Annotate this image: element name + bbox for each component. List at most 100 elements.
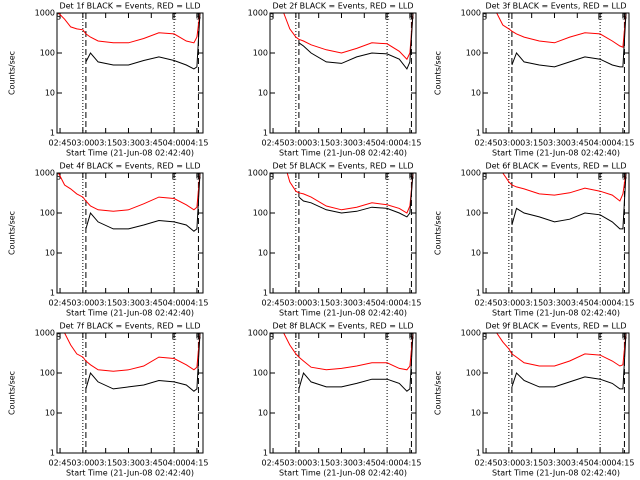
x-tick-label: 03:30 (543, 139, 566, 148)
y-tick-label: 10 (258, 409, 268, 418)
x-axis-label: Start Time (21-Jun-08 02:42:40) (279, 309, 407, 318)
chart-title: Det 4f BLACK = Events, RED = LLD (59, 162, 200, 171)
x-tick-label: 03:00 (497, 459, 520, 468)
y-tick-label: 1000 (248, 9, 268, 18)
x-tick-label: 03:45 (566, 139, 589, 148)
chart-title: Det 3f BLACK = Events, RED = LLD (485, 2, 626, 11)
series-line (85, 13, 201, 70)
series-line (484, 13, 627, 48)
y-tick-label: 1000 (35, 169, 55, 178)
x-tick-label: 03:15 (307, 459, 330, 468)
y-tick-label: 1 (476, 129, 481, 138)
y-tick-label: 100 (466, 49, 481, 58)
x-tick-label: 02:45 (262, 139, 285, 148)
annotation: S (56, 333, 61, 342)
annotation: S (622, 333, 627, 342)
plot-frame (482, 12, 630, 134)
x-tick-label: 04:15 (185, 299, 208, 308)
x-tick-label: 03:45 (353, 139, 376, 148)
chart-title: Det 9f BLACK = Events, RED = LLD (485, 322, 626, 331)
plot-frame (482, 172, 630, 294)
annotation: S (269, 173, 274, 182)
x-tick-label: 03:15 (307, 139, 330, 148)
x-tick-label: 04:00 (376, 299, 399, 308)
y-tick-label: 1000 (248, 329, 268, 338)
y-tick-label: 10 (45, 249, 55, 258)
x-tick-label: 03:00 (497, 299, 520, 308)
chart-title: Det 2f BLACK = Events, RED = LLD (272, 2, 413, 11)
series-line (271, 13, 414, 61)
y-tick-label: 1000 (35, 9, 55, 18)
y-tick-label: 100 (40, 209, 55, 218)
x-tick-label: 03:30 (330, 299, 353, 308)
series-line (58, 13, 201, 44)
y-tick-label: 1 (263, 129, 268, 138)
y-tick-label: 100 (40, 49, 55, 58)
series-line (85, 173, 201, 232)
y-tick-label: 100 (466, 209, 481, 218)
x-tick-label: 02:45 (475, 139, 498, 148)
x-axis-label: Start Time (21-Jun-08 02:42:40) (279, 149, 407, 158)
x-tick-label: 02:45 (475, 459, 498, 468)
x-tick-label: 04:15 (398, 139, 421, 148)
y-tick-label: 1000 (35, 329, 55, 338)
y-tick-label: 1 (50, 289, 55, 298)
y-tick-label: 100 (40, 369, 55, 378)
annotation: S (56, 13, 61, 22)
x-tick-label: 04:00 (589, 459, 612, 468)
y-tick-label: 10 (258, 249, 268, 258)
series-line (511, 173, 627, 230)
x-tick-label: 03:30 (117, 459, 140, 468)
annotation: E (385, 333, 390, 342)
annotation: S (482, 13, 487, 22)
y-tick-label: 10 (471, 249, 481, 258)
annotation: E (172, 173, 177, 182)
chart-title: Det 8f BLACK = Events, RED = LLD (272, 322, 413, 331)
y-tick-label: 10 (258, 89, 268, 98)
y-tick-label: 100 (253, 369, 268, 378)
annotation: S (482, 333, 487, 342)
y-tick-label: 10 (471, 89, 481, 98)
x-axis-label: Start Time (21-Jun-08 02:42:40) (492, 309, 620, 318)
x-axis-label: Start Time (21-Jun-08 02:42:40) (492, 469, 620, 478)
x-tick-label: 03:30 (543, 459, 566, 468)
x-tick-label: 03:45 (566, 299, 589, 308)
x-tick-label: 03:00 (497, 139, 520, 148)
y-tick-label: 1 (263, 449, 268, 458)
annotation: S (622, 13, 627, 22)
x-axis-label: Start Time (21-Jun-08 02:42:40) (66, 309, 194, 318)
annotation: E (385, 13, 390, 22)
annotation: S (196, 173, 201, 182)
y-tick-label: 1000 (461, 9, 481, 18)
plot-frame (56, 172, 204, 294)
x-tick-label: 03:15 (94, 459, 117, 468)
annotation: S (622, 173, 627, 182)
x-tick-label: 03:45 (566, 459, 589, 468)
x-tick-label: 03:45 (140, 459, 163, 468)
x-tick-label: 03:15 (520, 299, 543, 308)
annotation: E (385, 173, 390, 182)
series-line (298, 13, 414, 70)
x-tick-label: 03:15 (94, 139, 117, 148)
x-tick-label: 04:00 (163, 299, 186, 308)
x-tick-label: 03:15 (94, 299, 117, 308)
y-axis-label: Counts/sec (434, 371, 443, 415)
x-tick-label: 03:30 (117, 299, 140, 308)
series-line (286, 173, 414, 214)
series-line (58, 173, 201, 212)
x-axis-label: Start Time (21-Jun-08 02:42:40) (66, 149, 194, 158)
annotation: E (172, 13, 177, 22)
x-tick-label: 03:45 (140, 139, 163, 148)
x-tick-label: 04:00 (589, 299, 612, 308)
x-tick-label: 04:15 (611, 459, 634, 468)
y-tick-label: 1 (476, 289, 481, 298)
y-tick-label: 1000 (461, 329, 481, 338)
x-tick-label: 03:00 (71, 299, 94, 308)
series-line (58, 333, 201, 372)
annotation: S (482, 173, 487, 182)
y-axis-label: Counts/sec (8, 211, 17, 255)
x-tick-label: 02:45 (262, 459, 285, 468)
x-axis-label: Start Time (21-Jun-08 02:42:40) (66, 469, 194, 478)
plot-frame (269, 12, 417, 134)
